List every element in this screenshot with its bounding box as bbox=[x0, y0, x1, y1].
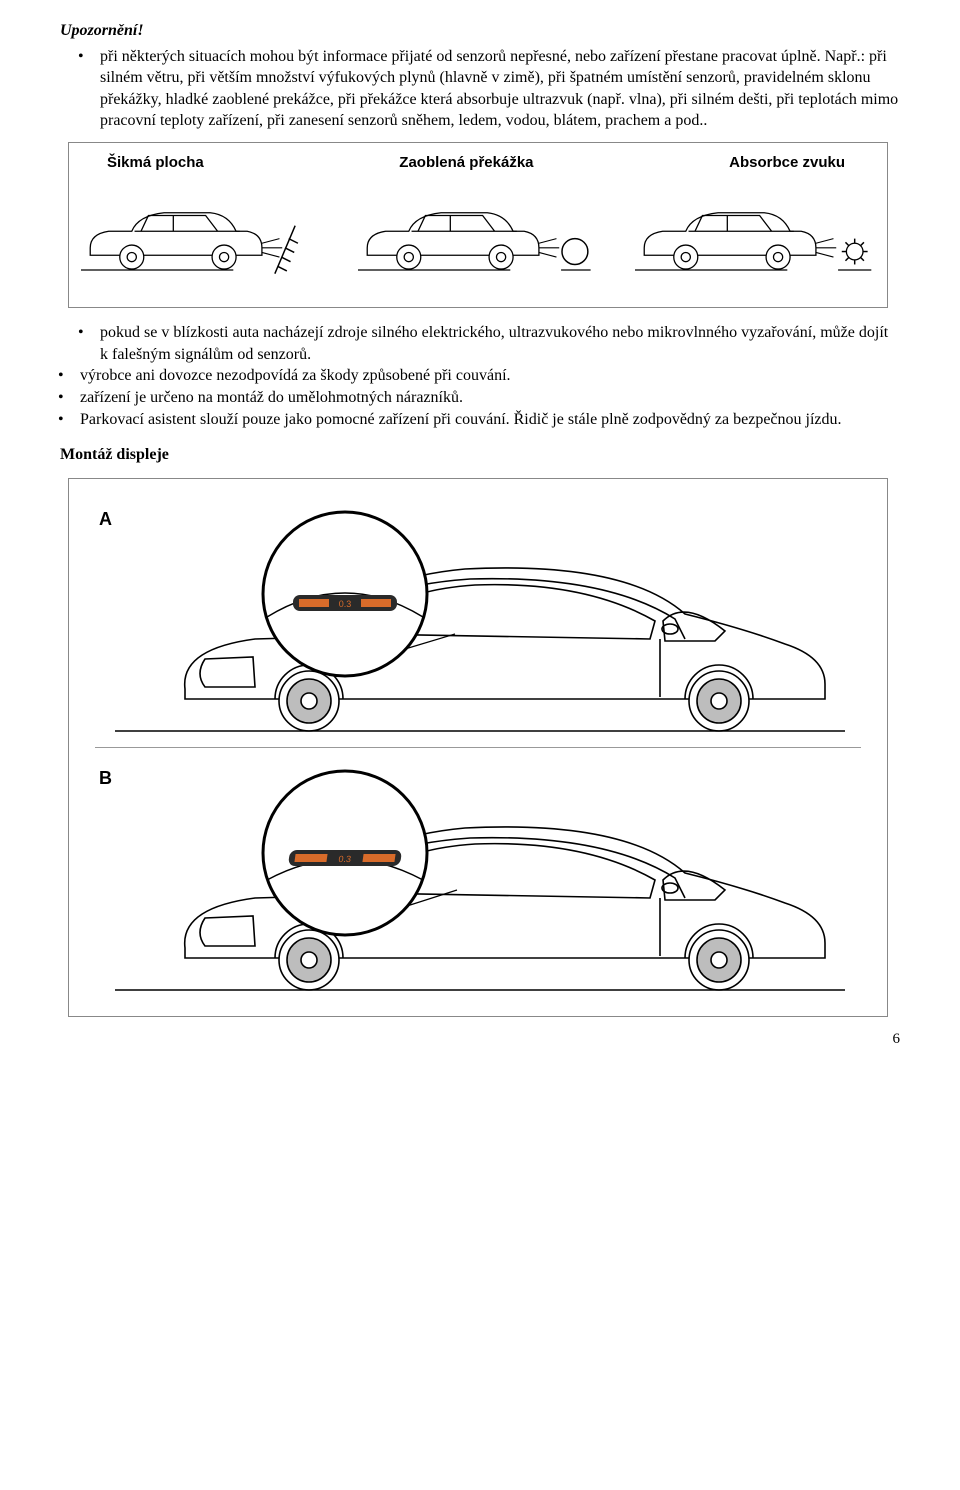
figure-display-mounting: A bbox=[68, 478, 888, 1017]
panel-divider bbox=[95, 747, 861, 748]
list-item: pokud se v blízkosti auta nacházejí zdro… bbox=[100, 322, 900, 365]
figure-obstacle-types: Šikmá plocha Zaoblená překážka Absorbce … bbox=[68, 142, 888, 308]
label-sikma-plocha: Šikmá plocha bbox=[107, 153, 204, 173]
bottom-bullet-list: pokud se v blízkosti auta nacházejí zdro… bbox=[40, 322, 900, 430]
car-front-with-zoom: 0.3 bbox=[85, 499, 865, 739]
car-zaoblena bbox=[358, 179, 598, 289]
car-absorbce bbox=[635, 179, 875, 289]
list-item: zařízení je určeno na montáž do umělohmo… bbox=[80, 387, 900, 409]
list-item: Parkovací asistent slouží pouze jako pom… bbox=[80, 409, 900, 431]
cars-row bbox=[81, 179, 875, 289]
display-reading: 0.3 bbox=[339, 599, 352, 609]
svg-text:0.3: 0.3 bbox=[338, 854, 352, 864]
page-number: 6 bbox=[60, 1029, 900, 1049]
panel-a-label: A bbox=[99, 507, 112, 531]
montaz-displeje-heading: Montáž displeje bbox=[60, 444, 900, 466]
panel-b: B bbox=[85, 758, 871, 998]
panel-b-label: B bbox=[99, 766, 112, 790]
figure1-header: Šikmá plocha Zaoblená překážka Absorbce … bbox=[81, 153, 875, 179]
car-front-with-zoom-b: 0.3 bbox=[85, 758, 865, 998]
label-zaoblena-prekazka: Zaoblená překážka bbox=[399, 153, 533, 173]
top-bullet-list: při některých situacích mohou být inform… bbox=[60, 46, 900, 132]
car-sikma-plocha bbox=[81, 179, 321, 289]
list-item: výrobce ani dovozce nezodpovídá za škody… bbox=[80, 365, 900, 387]
label-absorbce-zvuku: Absorbce zvuku bbox=[729, 153, 845, 173]
list-item: při některých situacích mohou být inform… bbox=[100, 46, 900, 132]
panel-a: A bbox=[85, 499, 871, 739]
upozorneni-title: Upozornění! bbox=[60, 20, 900, 42]
